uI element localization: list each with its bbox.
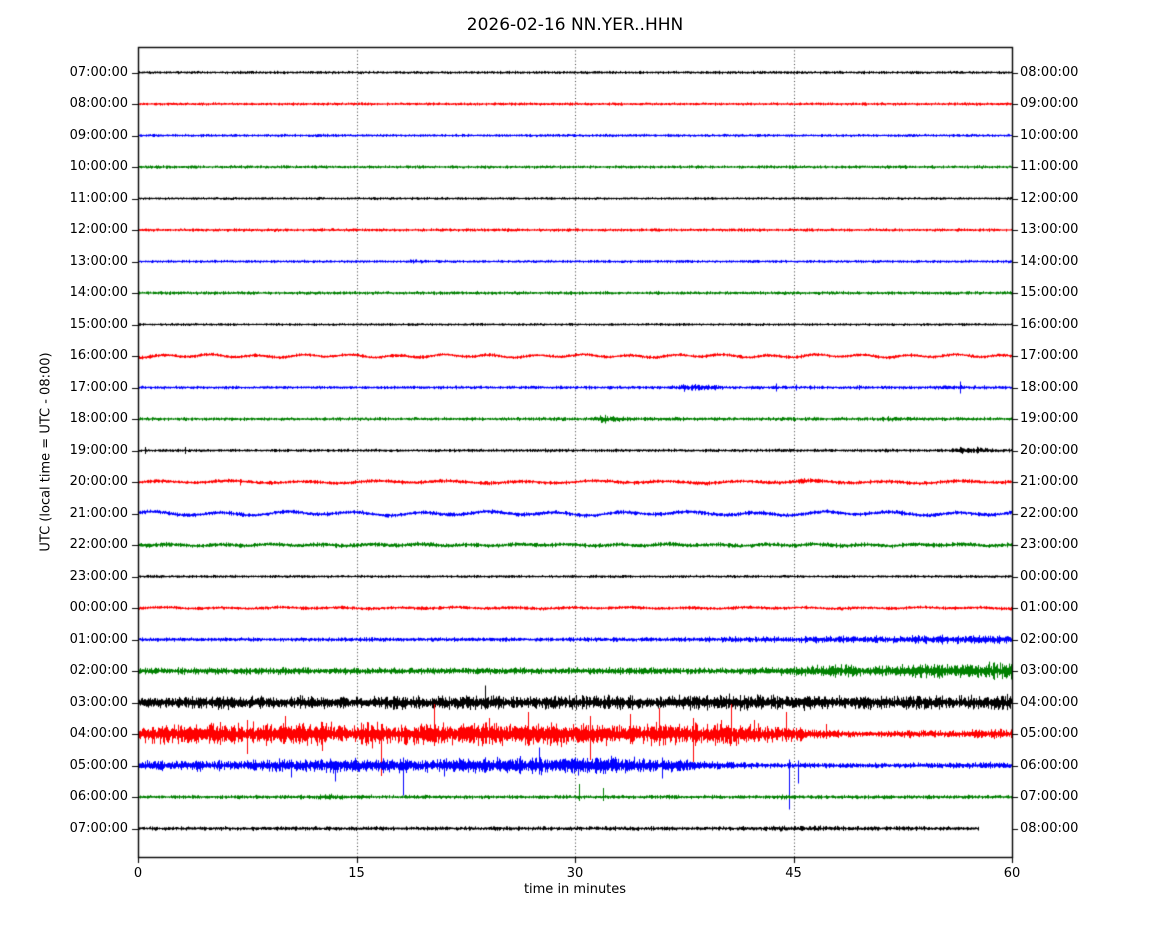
- utc-time-label: 18:00:00: [69, 411, 128, 426]
- local-time-label: 12:00:00: [1020, 190, 1079, 206]
- local-time-label: 02:00:00: [1020, 631, 1079, 647]
- utc-time-label: 11:00:00: [69, 190, 128, 206]
- utc-time-label: 23:00:00: [69, 568, 128, 584]
- utc-time-label: 04:00:00: [69, 726, 128, 741]
- utc-time-label: 21:00:00: [69, 505, 128, 521]
- utc-time-label: 20:00:00: [69, 474, 128, 489]
- local-time-label: 00:00:00: [1020, 568, 1079, 584]
- local-time-label: 05:00:00: [1020, 726, 1079, 741]
- utc-time-label: 01:00:00: [69, 631, 128, 647]
- utc-time-label: 03:00:00: [69, 694, 128, 710]
- local-time-label: 21:00:00: [1020, 474, 1079, 489]
- utc-time-label: 22:00:00: [69, 537, 128, 552]
- local-time-label: 22:00:00: [1020, 505, 1079, 521]
- local-time-label: 10:00:00: [1020, 127, 1079, 143]
- utc-time-label: 15:00:00: [69, 316, 128, 332]
- utc-time-label: 06:00:00: [69, 789, 128, 804]
- local-time-label: 06:00:00: [1020, 757, 1079, 773]
- local-time-label: 16:00:00: [1020, 316, 1079, 332]
- utc-time-label: 19:00:00: [69, 442, 128, 458]
- local-time-label: 15:00:00: [1020, 285, 1079, 300]
- utc-time-label: 00:00:00: [69, 600, 128, 615]
- utc-time-label: 10:00:00: [69, 159, 128, 174]
- x-tick-label: 60: [1003, 866, 1021, 881]
- x-tick-label: 15: [348, 866, 365, 881]
- utc-time-label: 17:00:00: [69, 379, 128, 395]
- local-time-label: 01:00:00: [1020, 600, 1079, 615]
- utc-time-label: 09:00:00: [69, 127, 128, 143]
- utc-time-label: 07:00:00: [69, 64, 128, 80]
- x-tick-label: 0: [133, 866, 143, 881]
- local-time-label: 23:00:00: [1020, 537, 1079, 552]
- local-time-label: 13:00:00: [1020, 222, 1079, 237]
- utc-time-label: 08:00:00: [69, 96, 128, 111]
- local-time-label: 11:00:00: [1020, 159, 1079, 174]
- local-time-label: 18:00:00: [1020, 379, 1079, 395]
- local-time-label: 08:00:00: [1020, 64, 1079, 80]
- utc-time-label: 13:00:00: [69, 253, 128, 269]
- local-time-label: 08:00:00: [1020, 820, 1079, 836]
- utc-time-label: 02:00:00: [69, 663, 128, 678]
- x-axis-label: time in minutes: [523, 882, 627, 897]
- local-time-label: 09:00:00: [1020, 96, 1079, 111]
- plot-title: 2026-02-16 NN.YER..HHN: [466, 15, 684, 35]
- local-time-label: 17:00:00: [1020, 348, 1079, 363]
- local-time-label: 07:00:00: [1020, 789, 1079, 804]
- utc-time-label: 05:00:00: [69, 757, 128, 773]
- x-tick-label: 45: [785, 866, 802, 881]
- local-time-label: 14:00:00: [1020, 253, 1079, 269]
- utc-time-label: 12:00:00: [69, 222, 128, 237]
- local-time-label: 03:00:00: [1020, 663, 1079, 678]
- x-tick-label: 30: [566, 866, 584, 881]
- utc-time-label: 16:00:00: [69, 348, 128, 363]
- local-time-label: 20:00:00: [1020, 442, 1079, 458]
- utc-time-label: 14:00:00: [69, 285, 128, 300]
- local-time-label: 04:00:00: [1020, 694, 1079, 710]
- utc-time-label: 07:00:00: [69, 820, 128, 836]
- local-time-label: 19:00:00: [1020, 411, 1079, 426]
